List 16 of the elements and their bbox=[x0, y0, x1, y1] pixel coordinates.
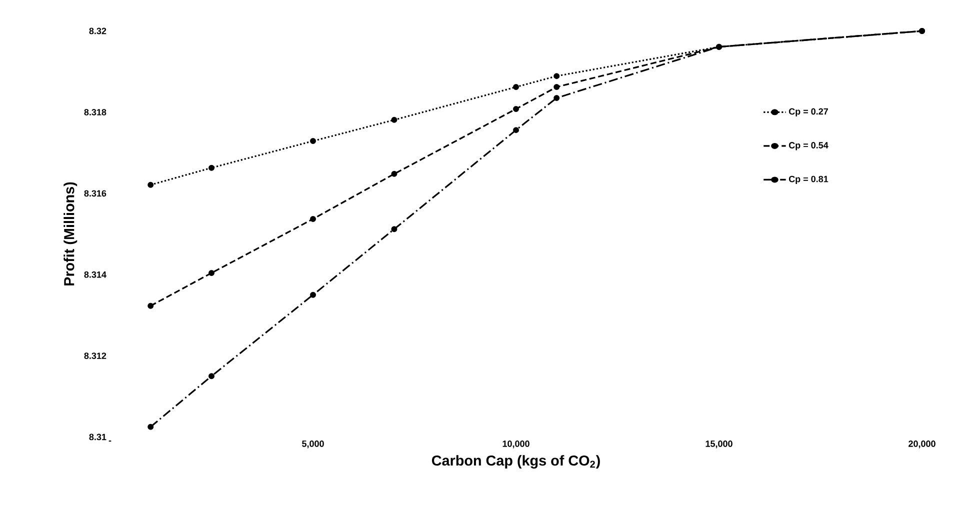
y-tick-label: 8.316 bbox=[84, 190, 106, 197]
x-tick-label: 10,000 bbox=[502, 440, 530, 448]
y-tick-label: 8.318 bbox=[84, 109, 106, 116]
x-tick-label: 20,000 bbox=[908, 440, 936, 448]
y-axis-title: Profit (Millions) bbox=[64, 182, 78, 286]
y-tick-label: 8.31 bbox=[89, 434, 106, 440]
x-tick-label: 5,000 bbox=[302, 440, 324, 448]
legend-label: Cp = 0.81 bbox=[788, 176, 828, 184]
y-tick-label: 8.312 bbox=[84, 352, 106, 359]
legend-label: Cp = 0.54 bbox=[788, 142, 828, 150]
x-tick-label: - bbox=[108, 440, 112, 442]
legend-label: Cp = 0.27 bbox=[788, 108, 828, 116]
x-tick-label: 15,000 bbox=[706, 440, 732, 448]
y-tick-label: 8.32 bbox=[89, 28, 106, 34]
x-axis-title: Carbon Cap (kgs of CO$_{2}$) bbox=[432, 455, 600, 469]
y-tick-label: 8.314 bbox=[84, 271, 106, 278]
